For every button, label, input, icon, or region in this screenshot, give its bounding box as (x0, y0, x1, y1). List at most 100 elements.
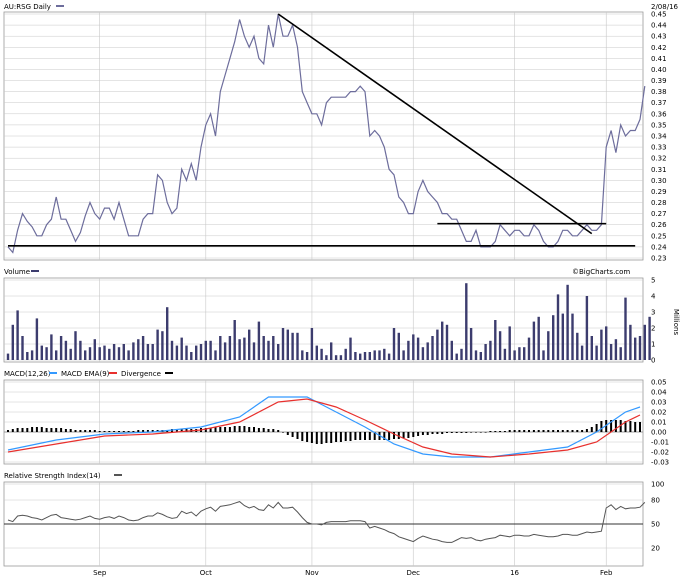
volume-bar (503, 348, 507, 360)
volume-bar (431, 336, 434, 360)
divergence-bar (35, 427, 38, 432)
volume-bar (137, 339, 140, 360)
volume-bar (291, 332, 294, 360)
volume-bar (127, 350, 130, 360)
divergence-bar (595, 424, 598, 432)
divergence-bar (60, 428, 63, 432)
ema-series-line (7, 398, 641, 458)
volume-bar (190, 352, 193, 360)
volume-bar (88, 347, 92, 360)
volume-bar (248, 329, 251, 360)
volume-bar (286, 329, 289, 360)
volume-bar (474, 350, 478, 360)
volume-bar (523, 347, 526, 360)
price-tick-label: 0.44 (651, 22, 667, 30)
volume-bar (185, 345, 188, 360)
divergence-bar (426, 432, 429, 435)
divergence-bar (470, 432, 473, 433)
macd-tick-label: -0.03 (651, 459, 669, 467)
divergence-bar (450, 432, 453, 433)
volume-bar (537, 316, 540, 360)
price-tick-label: 0.29 (651, 188, 667, 196)
divergence-bar (339, 432, 342, 442)
divergence-bar (383, 432, 386, 440)
volume-bar (416, 337, 420, 360)
month-tick-label: Oct (200, 569, 212, 577)
divergence-bar (513, 430, 516, 432)
volume-bar (339, 355, 343, 360)
volume-tick-label: 4 (651, 293, 656, 301)
divergence-bar (238, 426, 241, 432)
volume-tick-label: 1 (651, 341, 655, 349)
divergence-bar (320, 432, 323, 444)
divergence-bar (306, 432, 309, 442)
divergence-bar (537, 430, 540, 432)
volume-bar (98, 347, 101, 360)
volume-bar (643, 324, 646, 360)
volume-bar (272, 336, 275, 360)
divergence-bar (446, 432, 448, 433)
divergence-bar (465, 432, 468, 433)
price-tick-label: 0.34 (651, 133, 667, 141)
divergence-bar (576, 430, 579, 432)
divergence-bar (557, 430, 559, 432)
macd-tick-label: 0.01 (651, 419, 667, 427)
volume-bar (195, 345, 198, 360)
macd-tick-label: 0.02 (651, 409, 667, 417)
divergence-bar (528, 430, 530, 432)
macd-legend-ema: MACD EMA(9) (61, 370, 110, 378)
divergence-bar (26, 428, 29, 432)
divergence-bar (262, 428, 265, 432)
volume-bar (527, 337, 531, 360)
divergence-bar (552, 430, 555, 432)
rsi-series-line (7, 501, 646, 543)
divergence-bar (89, 430, 91, 432)
divergence-bar (547, 430, 550, 432)
price-tick-label: 0.40 (651, 66, 667, 74)
volume-bar (508, 326, 511, 360)
volume-bar (252, 342, 256, 360)
price-tick-label: 0.28 (651, 199, 667, 207)
divergence-bar (330, 432, 333, 443)
divergence-bar (368, 432, 371, 440)
volume-bar (354, 352, 357, 360)
volume-bar (301, 350, 304, 360)
divergence-bar (344, 432, 347, 441)
volume-bar (498, 331, 502, 360)
divergence-bar (494, 431, 497, 432)
divergence-bar (325, 432, 328, 443)
rsi-tick-label: 20 (651, 545, 660, 553)
divergence-bar (50, 428, 53, 432)
volume-bar (219, 336, 222, 360)
price-tick-label: 0.41 (651, 55, 667, 63)
volume-bar (484, 344, 487, 360)
divergence-bar (11, 429, 14, 432)
volume-bar (45, 347, 48, 360)
volume-bar (412, 334, 415, 360)
price-tick-label: 0.31 (651, 166, 667, 174)
volume-panel (3, 277, 644, 363)
volume-bar (156, 329, 159, 360)
price-tick-label: 0.23 (651, 255, 667, 263)
divergence-bar (55, 428, 58, 432)
volume-bar (547, 331, 550, 360)
price-tick-label: 0.45 (651, 11, 667, 19)
volume-bar (469, 328, 473, 360)
volume-bar (79, 340, 82, 360)
macd-legend-divergence: Divergence (121, 370, 161, 378)
price-tick-label: 0.26 (651, 221, 667, 229)
volume-bar (460, 348, 463, 360)
divergence-bar (600, 421, 603, 432)
divergence-bar (214, 427, 217, 432)
divergence-bar (624, 421, 627, 432)
volume-bar (513, 350, 516, 360)
divergence-bar (7, 430, 9, 432)
divergence-bar (224, 427, 227, 432)
divergence-bar (610, 420, 613, 432)
volume-bar (494, 320, 497, 360)
divergence-bar (243, 426, 246, 432)
volume-bar (363, 352, 367, 360)
volume-bar (619, 347, 622, 360)
volume-bar (35, 318, 39, 360)
divergence-bar (204, 428, 207, 432)
